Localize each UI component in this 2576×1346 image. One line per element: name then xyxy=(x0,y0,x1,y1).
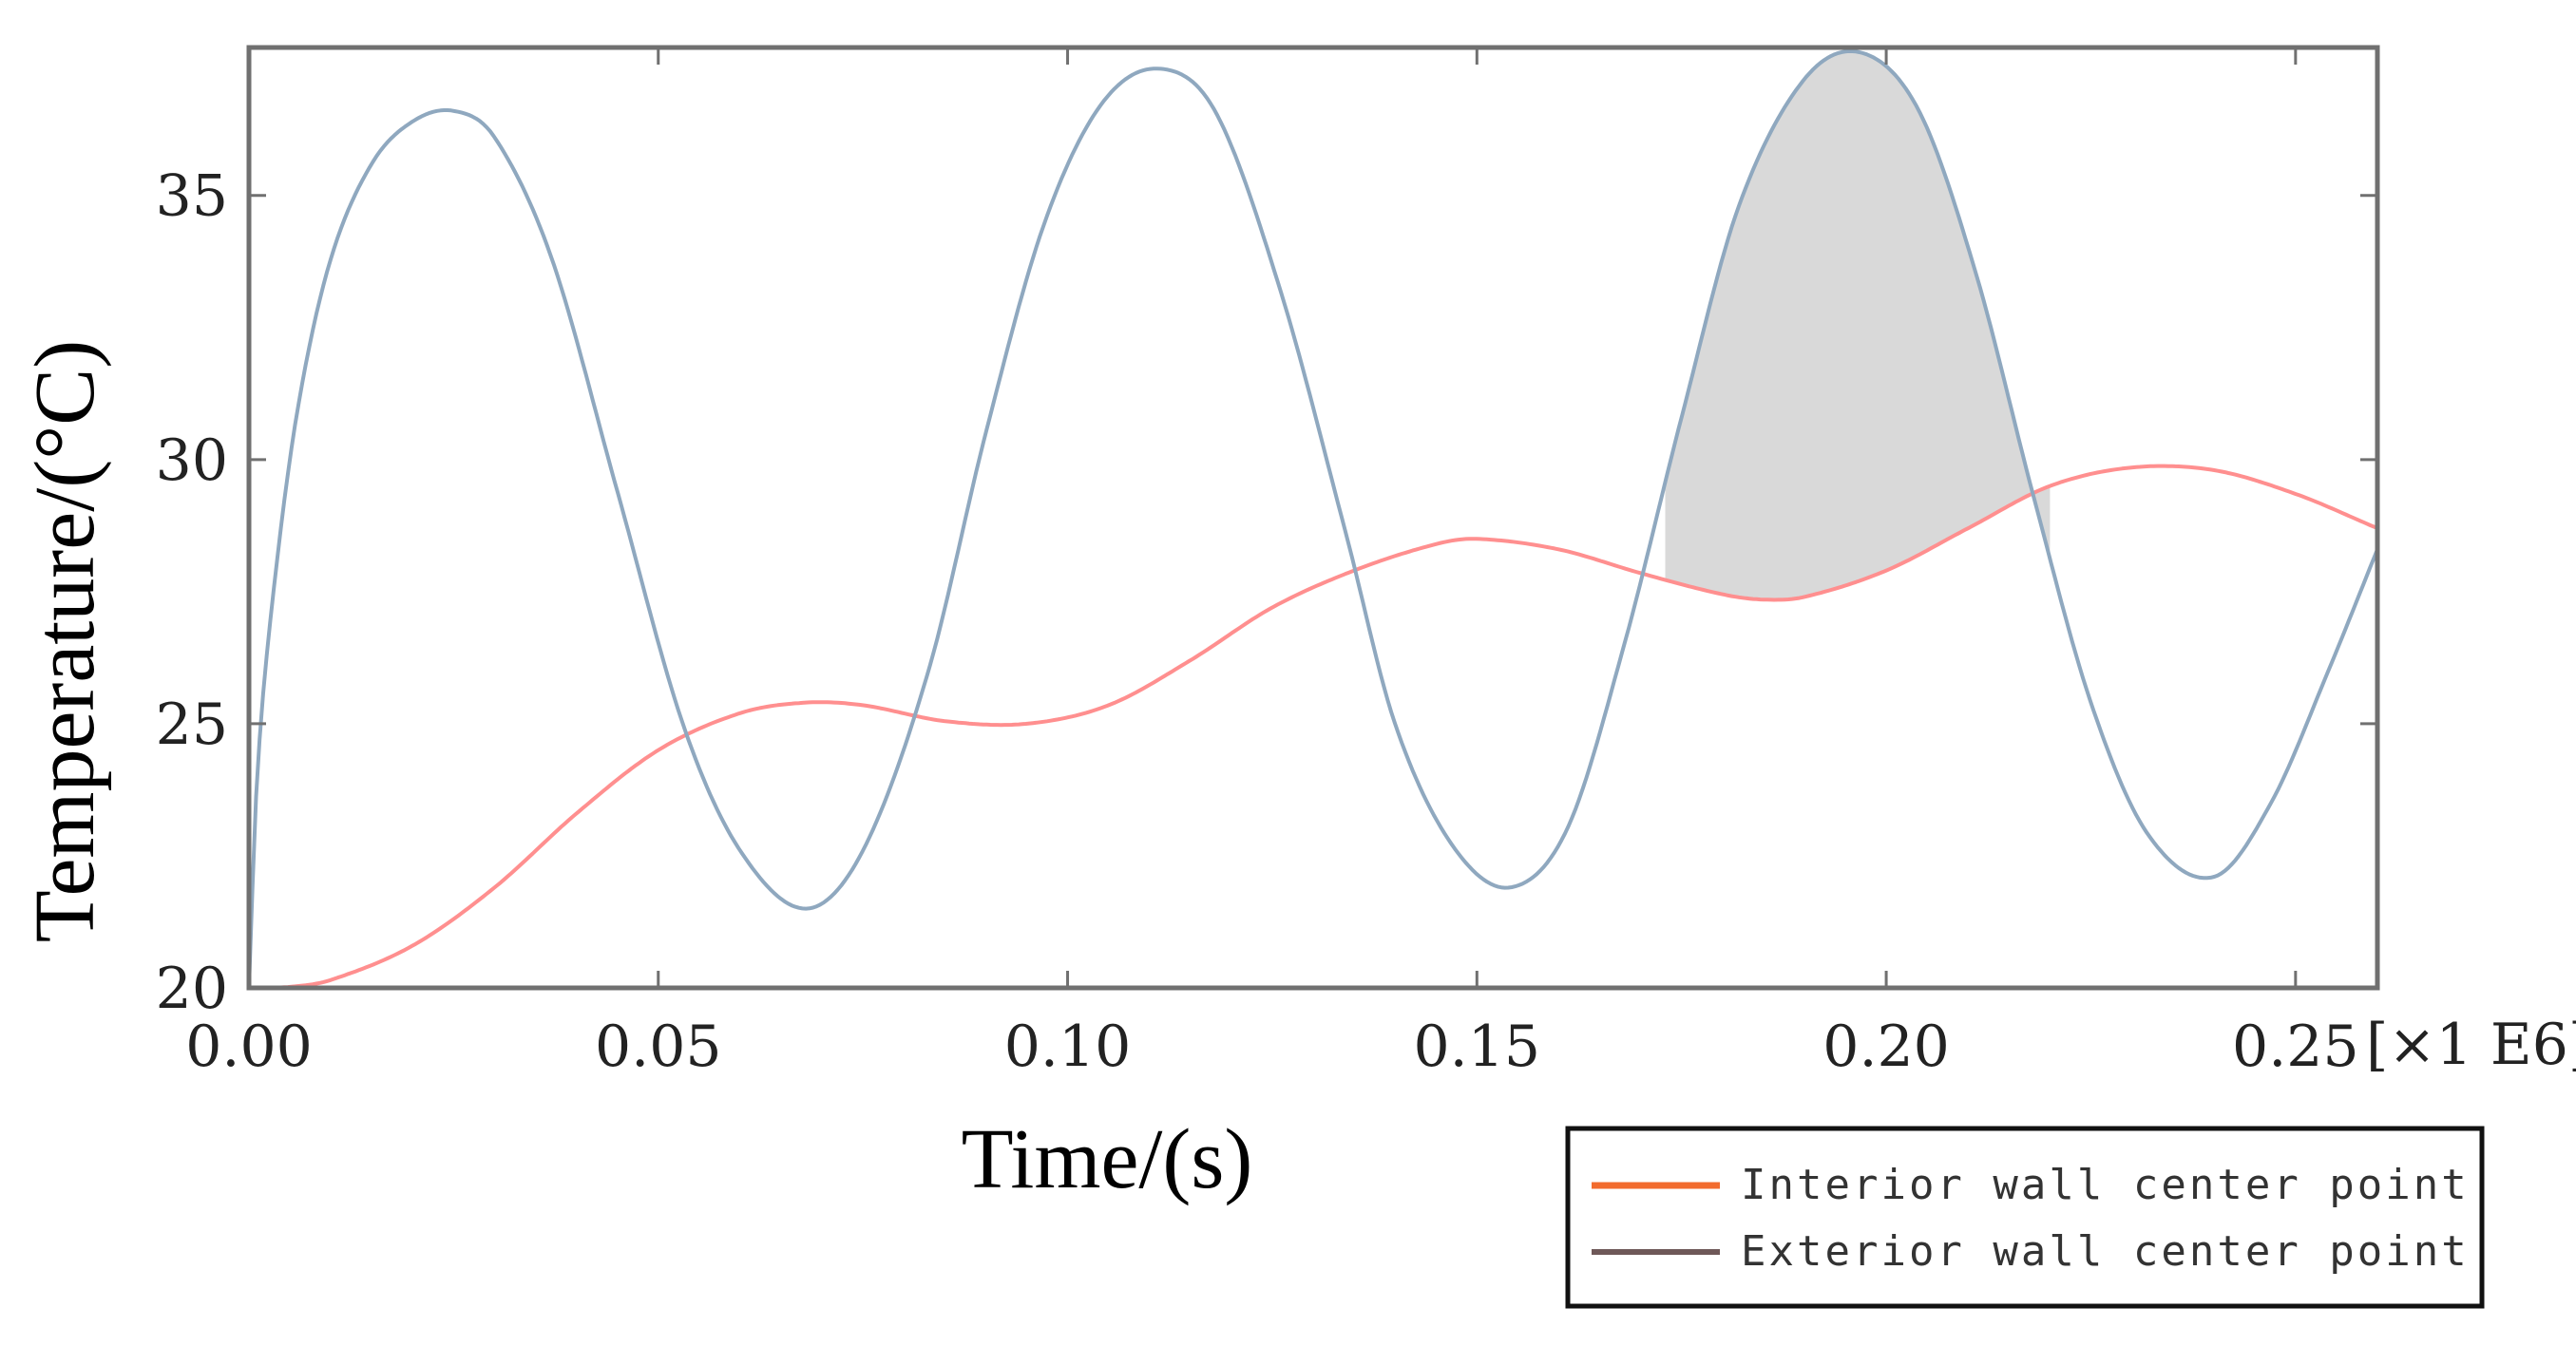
y-axis-title: Temperature/(°C) xyxy=(18,340,112,942)
legend-label-exterior: Exterior wall center point xyxy=(1741,1227,2470,1276)
shaded-region-layer xyxy=(1665,50,2051,600)
plot-frame xyxy=(246,45,2380,991)
series-line-interior xyxy=(248,464,2378,990)
series-line-exterior xyxy=(247,48,2379,989)
y-tick-label: 35 xyxy=(156,163,228,230)
x-tick-label: 0.15 xyxy=(1414,1014,1541,1080)
legend-label-interior: Interior wall center point xyxy=(1741,1161,2470,1209)
x-axis-ticks: 0.00 0.05 0.10 0.15 0.20 0.25 xyxy=(185,47,2359,1080)
x-tick-label: 0.05 xyxy=(595,1014,722,1080)
x-tick-label: 0.25 xyxy=(2232,1014,2359,1080)
x-tick-label: 0.20 xyxy=(1822,1014,1950,1080)
y-tick-label: 30 xyxy=(156,427,228,494)
legend: Interior wall center point Exterior wall… xyxy=(1565,1126,2485,1309)
shaded-region xyxy=(1665,50,2051,600)
series-layer xyxy=(247,48,2379,990)
legend-box xyxy=(1565,1126,2485,1309)
x-axis-title: Time/(s) xyxy=(962,1112,1253,1206)
y-axis-ticks: 20 25 30 35 xyxy=(156,163,2377,1022)
x-tick-label: 0.00 xyxy=(185,1014,313,1080)
y-tick-label: 20 xyxy=(156,956,228,1022)
x-multiplier-label: [×1 E6] xyxy=(2366,1012,2576,1078)
y-tick-label: 25 xyxy=(156,692,228,758)
x-tick-label: 0.10 xyxy=(1004,1014,1132,1080)
